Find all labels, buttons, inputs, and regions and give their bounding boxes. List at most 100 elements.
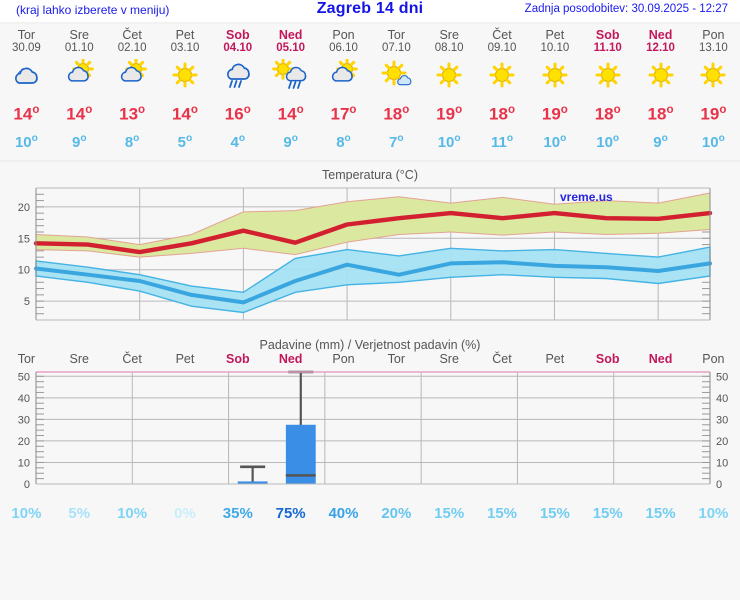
weather-icon-cell xyxy=(476,59,529,93)
precipitation-probability: 20% xyxy=(381,504,412,522)
day-date: 11.10 xyxy=(593,42,622,54)
forecast-day-strip: Tor 30.09 Sre 01.10 Čet 02.10 Pet 03.10 Sob 04.10… xyxy=(0,24,740,154)
weather-icon-cell xyxy=(370,59,423,93)
partly-sunny-icon xyxy=(112,58,152,93)
page-header: (kraj lahko izberete v meniju) Zagreb 14… xyxy=(0,0,740,22)
min-temperature: 5o xyxy=(177,132,193,151)
day-header-cell: Sob 04.10 xyxy=(211,28,264,55)
sunny-icon xyxy=(165,59,205,93)
day-date: 09.10 xyxy=(487,42,517,54)
precipitation-day-label: Sob xyxy=(595,351,620,366)
max-temperature: 14o xyxy=(13,104,40,124)
day-name: Sre xyxy=(439,28,459,42)
svg-text:20: 20 xyxy=(18,436,30,448)
precipitation-day-label: Pet xyxy=(545,351,565,366)
day-date: 04.10 xyxy=(223,42,253,54)
precipitation-probability: 0% xyxy=(174,504,196,522)
day-header-cell: Sob 11.10 xyxy=(581,28,634,55)
sun-small-cloud-icon xyxy=(376,59,416,93)
partly-sunny-icon xyxy=(323,58,363,93)
svg-text:5: 5 xyxy=(24,296,30,308)
day-name: Sre xyxy=(69,28,89,42)
max-temperature: 18o xyxy=(594,104,621,124)
day-date: 02.10 xyxy=(117,42,147,54)
day-name: Tor xyxy=(387,28,406,42)
precipitation-day-label: Pon xyxy=(332,351,355,366)
svg-text:0: 0 xyxy=(716,479,722,491)
weather-icon-row xyxy=(0,55,740,97)
min-temperature: 9o xyxy=(71,132,87,151)
page-title: Zagreb 14 dni xyxy=(316,0,424,17)
svg-text:30: 30 xyxy=(716,414,728,426)
svg-text:15: 15 xyxy=(18,233,30,245)
weather-icon-cell xyxy=(159,59,212,93)
partly-sunny-icon xyxy=(59,58,99,93)
precipitation-probability: 15% xyxy=(592,504,623,522)
day-header-cell: Pet 10.10 xyxy=(528,28,581,55)
header-divider xyxy=(0,22,740,24)
sunny-icon xyxy=(641,59,681,93)
strip-divider xyxy=(0,159,740,162)
weather-icon-cell xyxy=(317,58,370,93)
max-temperature: 18o xyxy=(647,104,674,124)
weather-icon-cell xyxy=(687,59,740,93)
precipitation-probability: 15% xyxy=(539,504,570,522)
min-temperature: 7o xyxy=(389,132,404,151)
day-header-cell: Tor 30.09 xyxy=(0,28,53,55)
day-name: Ned xyxy=(648,28,673,42)
max-temperature: 14o xyxy=(66,104,93,124)
last-update-text: Zadnja posodobitev: 30.09.2025 - 12:27 xyxy=(524,3,728,15)
min-temperature: 9o xyxy=(653,132,668,151)
day-header-cell: Tor 07.10 xyxy=(370,28,423,55)
day-header-cell: Pet 03.10 xyxy=(159,28,212,55)
sunny-icon xyxy=(535,59,575,93)
min-temp-row: 10o 9o 8o 5o 4o 9o 8o 7o 10o 11o 10o 10o 9o 10o xyxy=(0,128,740,154)
precipitation-day-label: Ned xyxy=(648,351,673,366)
max-temperature: 14o xyxy=(171,104,198,124)
day-header-cell: Sre 08.10 xyxy=(423,28,476,55)
sunny-icon xyxy=(588,59,628,93)
day-date: 13.10 xyxy=(699,42,728,54)
max-temperature: 13o xyxy=(119,104,146,124)
day-date: 05.10 xyxy=(276,42,306,54)
precipitation-day-label: Sob xyxy=(225,351,250,366)
svg-text:20: 20 xyxy=(716,436,728,448)
svg-text:50: 50 xyxy=(716,371,728,383)
precipitation-chart: Padavine (mm) / Verjetnost padavin (%) T… xyxy=(0,332,740,522)
weather-icon-cell xyxy=(264,58,317,93)
location-hint: (kraj lahko izberete v meniju) xyxy=(16,3,170,17)
svg-text:40: 40 xyxy=(716,393,728,405)
day-date: 12.10 xyxy=(646,42,675,54)
weather-icon-cell xyxy=(0,59,53,93)
max-temperature: 14o xyxy=(277,104,304,124)
max-temperature: 18o xyxy=(489,104,515,124)
sunny-icon xyxy=(429,59,469,93)
max-temperature: 16o xyxy=(224,104,251,124)
precipitation-probability: 40% xyxy=(328,504,359,522)
precipitation-day-label: Sre xyxy=(439,351,459,366)
svg-text:40: 40 xyxy=(18,393,30,405)
precipitation-day-label: Pon xyxy=(702,351,725,366)
precipitation-day-row: Tor Sre Čet Pet Sob Ned Pon Tor Sre Čet Pet Sob Ned P… xyxy=(0,352,740,366)
day-name: Pon xyxy=(332,28,355,42)
weather-icon-cell xyxy=(528,59,581,93)
precipitation-probability: 15% xyxy=(487,504,518,522)
day-name: Sob xyxy=(595,28,620,42)
max-temperature: 19o xyxy=(436,104,463,124)
weather-icon-cell xyxy=(106,58,159,93)
watermark-label: vreme.us xyxy=(560,189,613,204)
day-date: 10.10 xyxy=(540,42,570,54)
svg-text:30: 30 xyxy=(18,414,30,426)
min-temperature: 10o xyxy=(14,132,38,151)
min-temperature: 10o xyxy=(437,132,461,151)
weather-icon-cell xyxy=(634,59,687,93)
precipitation-probability: 10% xyxy=(117,504,148,522)
max-temperature: 19o xyxy=(700,104,727,124)
svg-text:50: 50 xyxy=(18,371,30,383)
temperature-plot: 5 10 15 20 xyxy=(18,187,713,321)
day-header-cell: Ned 12.10 xyxy=(634,28,687,55)
rain-icon xyxy=(218,59,258,93)
precipitation-probability: 75% xyxy=(275,504,306,522)
precipitation-probability: 15% xyxy=(645,504,676,522)
precipitation-probability: 35% xyxy=(222,504,253,522)
